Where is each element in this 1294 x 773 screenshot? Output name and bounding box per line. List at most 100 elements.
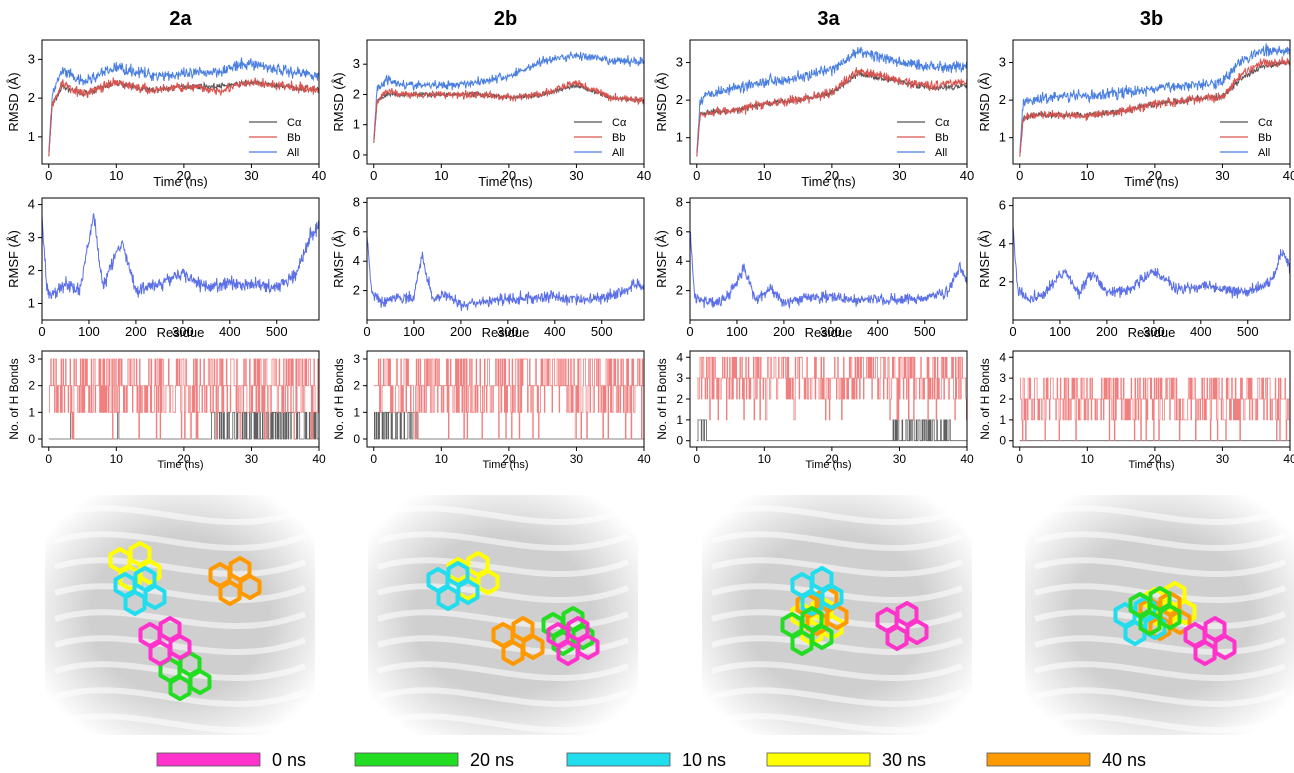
ring	[1213, 634, 1237, 660]
y-tick-label: 3	[28, 352, 35, 366]
y-axis-label: RMSF (Å)	[331, 230, 346, 288]
y-axis-label: RMSD (Å)	[6, 72, 21, 131]
structure-snapshot-3a	[702, 495, 972, 735]
ribbon-hint	[377, 687, 630, 707]
y-tick-label: 1	[676, 413, 683, 427]
x-tick-label: 0	[686, 324, 693, 339]
series-line-hbond-primary	[1019, 377, 1290, 442]
ribbon-hint	[1034, 583, 1287, 603]
x-tick-label: 20	[825, 168, 839, 183]
time-legend-label: 0 ns	[272, 750, 306, 770]
x-tick-label: 200	[773, 324, 795, 339]
y-axis-label: No. of H Bonds	[7, 358, 21, 439]
x-tick-label: 100	[78, 324, 100, 339]
ribbon-hint	[711, 557, 964, 577]
ribbon-hint	[377, 531, 630, 551]
ligand-pose	[138, 616, 192, 666]
structure-snapshot-2b	[368, 495, 638, 735]
x-tick-label: 0	[1009, 324, 1016, 339]
ligand-pose	[546, 616, 600, 666]
x-tick-label: 0	[693, 168, 700, 183]
legend-label: Cα	[287, 117, 302, 129]
x-axis-label: Time (ns)	[1124, 174, 1178, 189]
x-tick-label: 500	[266, 324, 288, 339]
ligand-pose	[780, 606, 834, 656]
y-tick-label: 2	[353, 283, 360, 298]
x-tick-label: 30	[893, 452, 907, 466]
y-axis-label: No. of H Bonds	[978, 358, 992, 439]
x-tick-label: 0	[38, 324, 45, 339]
y-axis-label: RMSD (Å)	[654, 72, 669, 131]
ribbon-hint	[54, 713, 307, 733]
x-tick-label: 400	[867, 324, 889, 339]
ring	[168, 634, 192, 660]
ring	[825, 604, 849, 630]
ligand-pose	[875, 601, 929, 651]
plot-frame	[41, 39, 320, 165]
y-tick-label: 4	[28, 197, 35, 212]
time-legend-item: 10 ns	[566, 750, 726, 770]
ribbon-hint	[54, 661, 307, 681]
ring	[576, 634, 600, 660]
plot-frame	[689, 197, 968, 321]
x-tick-label: 0	[370, 452, 377, 466]
ribbon-hint	[377, 557, 630, 577]
ribbon-hint	[711, 635, 964, 655]
series-line-hbond-secondary	[373, 411, 644, 440]
ring	[1143, 614, 1167, 640]
y-tick-label: 1	[676, 130, 683, 145]
plot-frame	[41, 350, 320, 448]
column-title-3a: 3a	[817, 8, 840, 30]
ribbon-hint	[711, 583, 964, 603]
time-legend-item: 40 ns	[986, 750, 1146, 770]
legend-label: Bb	[935, 132, 948, 144]
ring	[810, 624, 834, 650]
x-tick-label: 300	[1143, 324, 1165, 339]
x-axis-label: Residue	[805, 325, 853, 340]
series-line-all	[1019, 43, 1290, 153]
series-line-bb	[48, 77, 319, 157]
legend-label: Cα	[1258, 117, 1273, 129]
series-line-calpha	[1019, 59, 1290, 157]
series-group	[367, 235, 644, 312]
x-tick-label: 200	[450, 324, 472, 339]
x-tick-label: 40	[960, 452, 974, 466]
y-tick-label: 2	[676, 92, 683, 107]
ribbon-hint	[711, 661, 964, 681]
x-tick-label: 10	[109, 168, 123, 183]
x-tick-label: 0	[45, 168, 52, 183]
ribbon-hint	[377, 505, 630, 525]
x-tick-label: 300	[820, 324, 842, 339]
y-axis-label: RMSF (Å)	[654, 230, 669, 288]
ligand-pose	[108, 541, 162, 591]
series-line-bb	[373, 79, 644, 143]
x-tick-label: 40	[1283, 452, 1294, 466]
x-tick-label: 40	[1283, 168, 1294, 183]
ligand-pose	[491, 616, 545, 666]
ligand-pose	[1183, 616, 1237, 666]
y-tick-label: 1	[28, 405, 35, 419]
x-tick-label: 10	[757, 168, 771, 183]
structure-snapshot-3b	[1025, 495, 1294, 735]
plot-frame	[1012, 197, 1291, 321]
rmsf-panel-2b: 0 100 200 300 400 500 2 4 6 8 Residue RMSF (Å)	[331, 194, 645, 340]
rmsf-panel-3b: 0 100 200 300 400 500 2 4 6 Residue RMSF (Å)	[977, 197, 1291, 340]
rmsf-panel-2a: 0 100 200 300 400 500 1 2 3 4 Residue RMSF (Å)	[6, 197, 320, 340]
y-tick-label: 4	[353, 253, 360, 268]
ribbon-hint	[711, 505, 964, 525]
plot-frame	[689, 39, 968, 165]
x-tick-label: 500	[1237, 324, 1259, 339]
y-tick-label: 6	[353, 224, 360, 239]
time-legend-label: 10 ns	[682, 750, 726, 770]
y-tick-label: 2	[676, 392, 683, 406]
x-tick-label: 400	[1190, 324, 1212, 339]
y-tick-label: 2	[28, 263, 35, 278]
time-legend-swatch	[354, 752, 459, 767]
time-legend-swatch	[986, 752, 1091, 767]
x-tick-label: 40	[960, 168, 974, 183]
series-group	[696, 46, 967, 157]
legend-label: All	[612, 147, 624, 159]
y-tick-label: 2	[999, 92, 1006, 107]
ribbon-hint	[377, 609, 630, 629]
y-tick-label: 1	[999, 413, 1006, 427]
